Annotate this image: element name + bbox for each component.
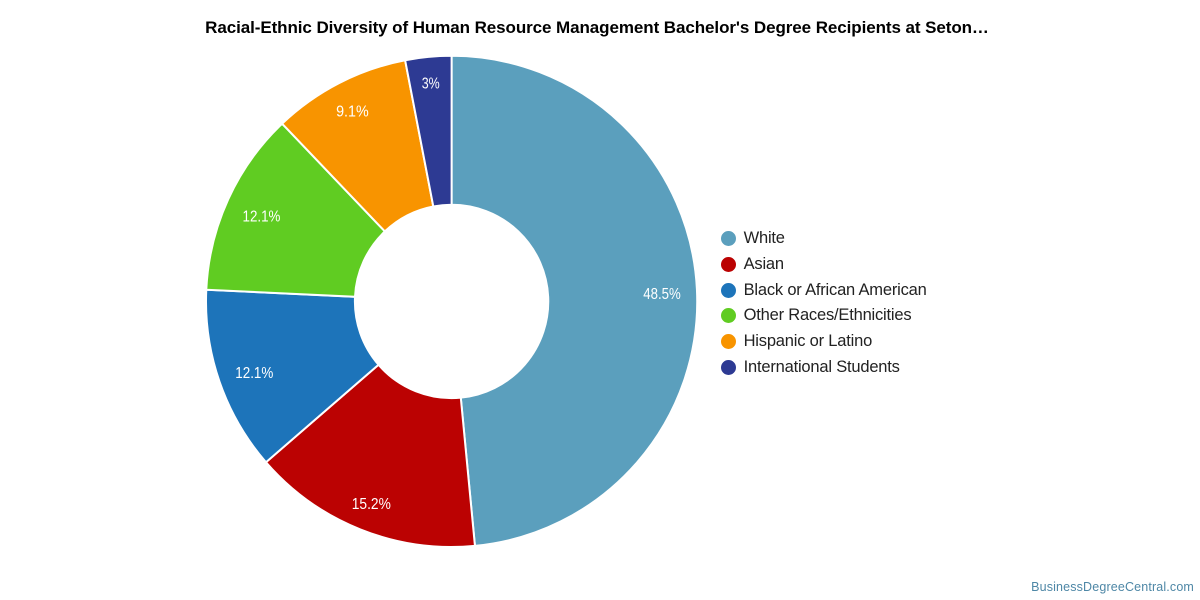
svg-text:9.1%: 9.1% (336, 104, 369, 121)
svg-text:48.5%: 48.5% (643, 286, 681, 303)
svg-text:15.2%: 15.2% (352, 496, 391, 513)
svg-text:3%: 3% (422, 76, 440, 93)
svg-text:12.1%: 12.1% (243, 209, 281, 226)
svg-text:12.1%: 12.1% (235, 365, 273, 382)
